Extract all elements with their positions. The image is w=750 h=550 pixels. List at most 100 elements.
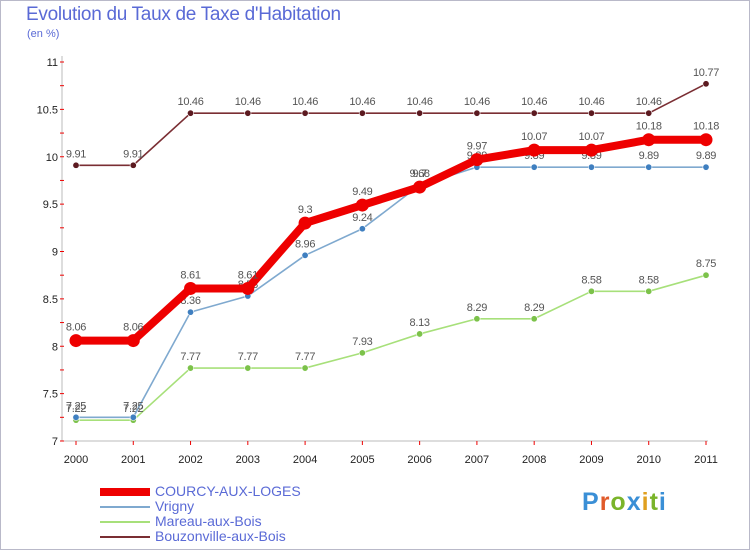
data-label: 9.89 <box>639 150 659 162</box>
data-label: 8.29 <box>467 302 487 314</box>
data-point <box>645 287 653 295</box>
data-point <box>416 330 424 338</box>
data-label: 9.7 <box>412 168 427 180</box>
y-tick-label: 7 <box>52 436 58 448</box>
data-point <box>298 216 312 230</box>
logo-letter: t <box>649 488 659 516</box>
y-tick-label: 9 <box>52 247 58 259</box>
data-label: 10.46 <box>235 96 261 108</box>
data-point <box>587 163 595 171</box>
data-point <box>301 109 309 117</box>
data-point <box>244 364 252 372</box>
data-label: 10.46 <box>464 96 490 108</box>
data-point <box>129 413 137 421</box>
data-point <box>358 225 366 233</box>
x-tick-label: 2008 <box>522 454 546 466</box>
logo-letter: r <box>599 488 611 516</box>
data-point <box>702 163 710 171</box>
data-label: 9.68 <box>410 168 430 180</box>
x-tick-label: 2009 <box>579 454 603 466</box>
data-label: 9.91 <box>66 148 86 160</box>
data-point <box>72 413 80 421</box>
data-point <box>470 153 484 167</box>
data-point <box>129 161 137 169</box>
data-label: 7.22 <box>66 403 86 415</box>
data-point <box>473 315 481 323</box>
data-point <box>587 287 595 295</box>
series-line-courcy-aux-loges <box>72 135 710 345</box>
logo-letter: i <box>658 488 667 516</box>
data-point <box>699 133 713 147</box>
data-label: 7.77 <box>180 351 200 363</box>
logo-letter: i <box>641 488 650 516</box>
data-point <box>187 308 195 316</box>
logo-letter: o <box>610 488 627 516</box>
data-label: 8.06 <box>123 322 143 334</box>
data-label: 10.46 <box>178 96 204 108</box>
data-label: 10.46 <box>578 96 604 108</box>
legend-swatch <box>100 536 150 538</box>
y-tick-label: 8.5 <box>43 294 58 306</box>
series-line-vrigny <box>75 166 707 419</box>
legend-swatch <box>100 506 150 508</box>
data-point <box>473 109 481 117</box>
data-label: 7.93 <box>352 336 372 348</box>
data-label: 8.58 <box>639 274 659 286</box>
data-point <box>244 109 252 117</box>
data-label: 9.89 <box>696 150 716 162</box>
data-label: 8.75 <box>696 258 716 270</box>
x-tick-label: 2010 <box>636 454 660 466</box>
x-tick-label: 2007 <box>465 454 489 466</box>
y-tick-label: 10.5 <box>37 104 58 116</box>
data-label: 10.18 <box>693 121 719 133</box>
data-point <box>241 281 255 295</box>
data-label: 9.97 <box>467 141 487 153</box>
data-label: 7.25 <box>66 400 86 412</box>
data-point <box>702 271 710 279</box>
data-label: 10.07 <box>521 131 547 143</box>
data-label: 9.91 <box>123 148 143 160</box>
data-label: 7.25 <box>123 400 143 412</box>
data-point <box>72 161 80 169</box>
data-label: 8.13 <box>410 317 430 329</box>
data-label: 8.58 <box>581 274 601 286</box>
legend-label: COURCY-AUX-LOGES <box>155 483 301 499</box>
y-tick-label: 11 <box>47 57 58 69</box>
data-label: 8.29 <box>524 302 544 314</box>
data-label: 10.46 <box>292 96 318 108</box>
logo-letter: x <box>626 488 642 516</box>
data-label: 10.07 <box>578 131 604 143</box>
data-label: 8.06 <box>66 322 86 334</box>
data-label: 10.77 <box>693 67 719 79</box>
data-label: 7.77 <box>238 351 258 363</box>
legend-label: Bouzonville-aux-Bois <box>155 528 286 544</box>
data-point <box>587 109 595 117</box>
data-label: 9.3 <box>298 204 313 216</box>
data-point <box>187 364 195 372</box>
data-point <box>645 109 653 117</box>
data-label: 9.49 <box>352 186 372 198</box>
y-tick-label: 8 <box>52 341 58 353</box>
proxiti-logo: Proxiti <box>582 488 667 517</box>
data-label: 8.61 <box>238 269 258 281</box>
data-point <box>126 334 140 348</box>
x-tick-label: 2001 <box>121 454 145 466</box>
x-tick-label: 2004 <box>293 454 317 466</box>
x-tick-label: 2006 <box>407 454 431 466</box>
data-point <box>301 251 309 259</box>
data-label: 10.18 <box>636 121 662 133</box>
data-label: 10.46 <box>407 96 433 108</box>
legend-swatch <box>100 521 150 523</box>
x-tick-label: 2002 <box>178 454 202 466</box>
y-tick-label: 7.5 <box>43 389 58 401</box>
y-tick-label: 10 <box>46 152 58 164</box>
x-tick-label: 2000 <box>64 454 88 466</box>
series-line-mareau-aux-bois <box>75 274 707 421</box>
legend-swatch <box>100 488 150 496</box>
legend-label: Vrigny <box>155 498 195 514</box>
data-label: 10.46 <box>349 96 375 108</box>
data-point <box>527 143 541 157</box>
x-tick-label: 2003 <box>236 454 260 466</box>
